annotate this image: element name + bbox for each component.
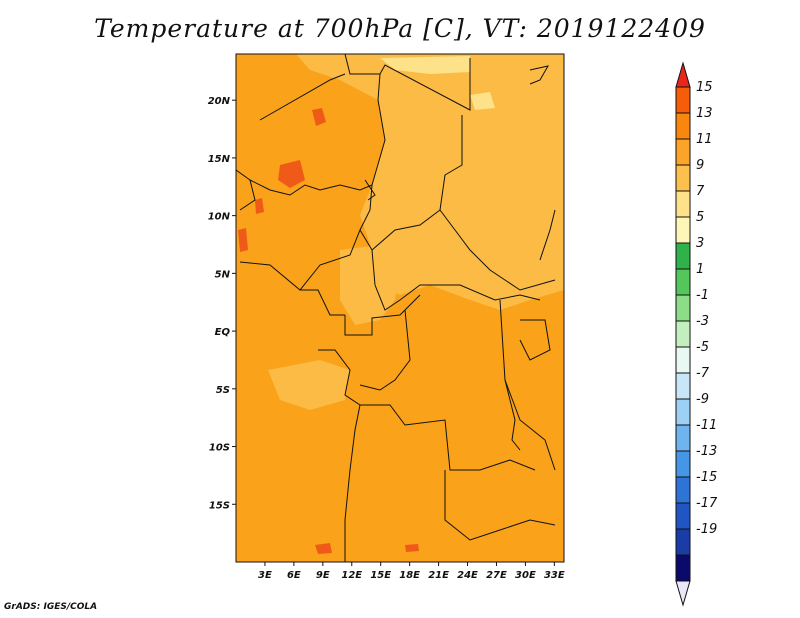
colorbar: 15 13 11 9 7 5 3 1 -1 -3 -5 -7 -9 -11 -13 -15 -17 -19	[675, 61, 718, 607]
lat-tick-label: 10N	[208, 212, 231, 223]
colorbar-swatch	[675, 190, 691, 218]
warm-band-north	[296, 54, 564, 310]
map-title: Temperature at 700hPa [C], VT: 201912240…	[94, 14, 706, 43]
hot-patch-4	[315, 543, 332, 554]
lat-tick-label: 20N	[208, 96, 231, 107]
colorbar-swatch	[675, 424, 691, 452]
colorbar-label: 3	[696, 236, 704, 251]
colorbar-swatch	[675, 112, 691, 140]
lon-tick-label: 9E	[316, 570, 330, 581]
lon-tick-label: 18E	[399, 570, 420, 581]
lat-tick-label: 5N	[215, 269, 231, 280]
colorbar-label: 11	[696, 132, 713, 147]
lat-tick-label: 10S	[209, 443, 230, 454]
border-line	[371, 209, 441, 251]
border-line	[259, 73, 346, 121]
border-line	[239, 184, 373, 291]
colorbar-swatch	[675, 450, 691, 478]
border-line	[529, 65, 549, 85]
lon-tick-label: 15E	[370, 570, 391, 581]
colorbar-swatch	[675, 86, 691, 114]
hot-patch-5	[405, 544, 419, 552]
colorbar-label: -11	[696, 418, 717, 433]
colorbar-swatch	[675, 554, 691, 582]
cool-patch-north	[380, 56, 470, 74]
border-line	[318, 349, 536, 471]
temperature-field	[236, 54, 564, 562]
colorbar-label: 7	[696, 184, 705, 199]
colorbar-label: -3	[696, 314, 709, 329]
border-line	[344, 294, 421, 336]
border-line	[364, 179, 376, 201]
warm-band-ne	[440, 55, 564, 120]
colorbar-swatch	[675, 216, 691, 244]
hot-patch-2	[312, 108, 326, 126]
border-line	[444, 470, 556, 541]
colorbar-label: 9	[696, 158, 704, 173]
border-line	[519, 319, 551, 361]
colorbar-label: 13	[696, 106, 713, 121]
colorbar-label: -13	[696, 444, 717, 459]
hot-patch-3	[255, 198, 264, 214]
border-line	[236, 169, 256, 211]
credit-text: GrADS: IGES/COLA	[4, 602, 98, 612]
lon-tick-label: 3E	[258, 570, 272, 581]
lon-tick-label: 24E	[457, 570, 478, 581]
colorbar-label: -7	[696, 366, 710, 381]
colorbar-label: -15	[696, 470, 717, 485]
warm-band-central	[340, 245, 400, 325]
colorbar-swatch	[675, 372, 691, 400]
lon-tick-label: 27E	[486, 570, 507, 581]
hot-patch-6	[238, 228, 248, 252]
border-line	[539, 209, 556, 261]
colorbar-swatch	[675, 502, 691, 530]
colorbar-label: -19	[696, 522, 717, 537]
colorbar-swatch	[675, 320, 691, 348]
lat-tick-label: 15N	[208, 154, 231, 165]
lat-tick-label: 5S	[216, 385, 230, 396]
cool-patch-ne	[470, 92, 495, 110]
lon-tick-label: 30E	[515, 570, 536, 581]
hot-patch-1	[278, 160, 305, 188]
colorbar-min-triangle	[675, 580, 691, 607]
lon-tick-label: 6E	[287, 570, 301, 581]
colorbar-swatch	[675, 476, 691, 504]
border-line	[359, 309, 411, 391]
colorbar-max-triangle	[675, 61, 691, 88]
colorbar-swatch	[675, 242, 691, 270]
colorbar-label: -1	[696, 288, 709, 303]
colorbar-swatch	[675, 164, 691, 192]
latitude-axis: 20N 15N 10N 5N EQ 5S 10S 15S	[208, 96, 236, 511]
longitude-axis: 3E 6E 9E 12E 15E 18E 21E 24E 27E 30E 33E	[258, 562, 565, 581]
border-line	[344, 404, 361, 562]
lon-tick-label: 21E	[428, 570, 449, 581]
colorbar-label: 1	[696, 262, 704, 277]
border-line	[504, 379, 521, 451]
lon-tick-label: 12E	[341, 570, 362, 581]
colorbar-swatch	[675, 346, 691, 374]
border-line	[344, 54, 471, 111]
border-line	[359, 229, 541, 311]
colorbar-swatch	[675, 138, 691, 166]
colorbar-label: 5	[696, 210, 704, 225]
lon-tick-label: 33E	[544, 570, 565, 581]
colorbar-label: -17	[696, 496, 718, 511]
colorbar-label: -9	[696, 392, 709, 407]
lat-tick-label: 15S	[209, 500, 230, 511]
colorbar-swatch	[675, 268, 691, 296]
colorbar-swatch	[675, 294, 691, 322]
border-line	[249, 73, 386, 196]
colorbar-swatch	[675, 398, 691, 426]
border-line	[300, 289, 345, 316]
lat-tick-label: EQ	[215, 327, 231, 338]
colorbar-label: 15	[696, 80, 713, 95]
map-frame	[235, 53, 565, 563]
colorbar-swatch	[675, 528, 691, 556]
border-line	[499, 299, 556, 471]
country-borders	[236, 54, 556, 562]
warm-band-congo	[268, 360, 350, 410]
border-line	[439, 115, 556, 291]
colorbar-label: -5	[696, 340, 709, 355]
